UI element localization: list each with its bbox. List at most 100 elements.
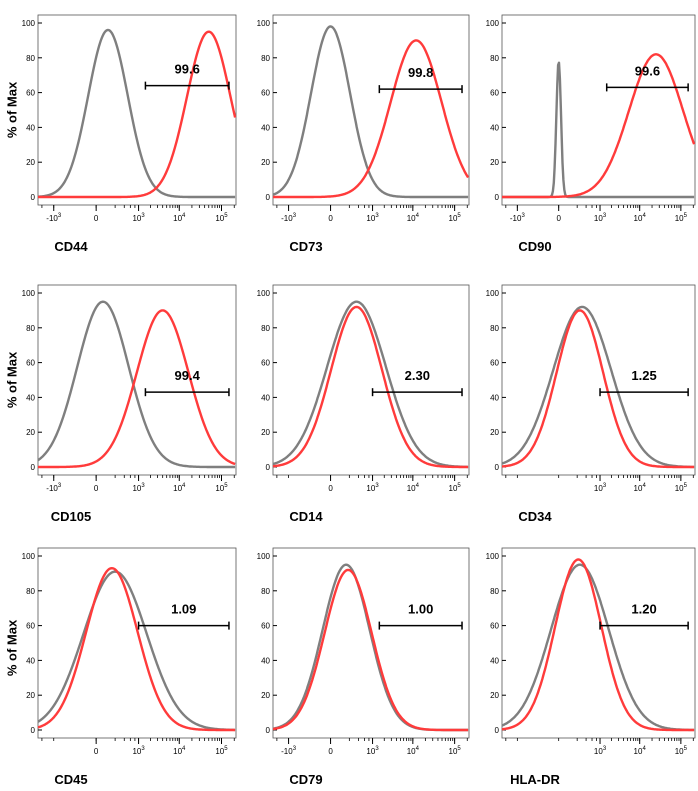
plot-frame	[37, 547, 237, 739]
y-tick-label: 100	[257, 289, 271, 298]
x-tick-label: 103	[594, 483, 607, 493]
plot-frame	[272, 284, 470, 476]
y-tick-label: 40	[26, 393, 35, 402]
y-tick-label: 60	[490, 622, 499, 631]
y-tick-label: 100	[486, 552, 500, 561]
panel-cd45: 0 20 40 60 80 100 0 103 104 105 1.09 CD45	[22, 547, 237, 787]
gate-percentage-label: 99.6	[175, 62, 200, 77]
y-tick-label: 80	[261, 54, 270, 63]
y-axis-label-row-1: % of Max	[4, 81, 20, 139]
x-tick-label: 103	[132, 483, 145, 493]
y-tick-label: 40	[261, 123, 270, 132]
y-tick-label: 0	[266, 193, 271, 202]
y-tick-label: 20	[26, 428, 35, 437]
isotype-histogram-line	[501, 563, 695, 732]
y-tick-label: 0	[266, 726, 271, 735]
x-tick-label: 0	[94, 747, 99, 756]
y-tick-label: 40	[261, 656, 270, 665]
panel-cd105: 0 20 40 60 80 100 -103 0 103 104 105 99.4 CD105	[22, 284, 237, 524]
y-tick-label: 0	[495, 463, 500, 472]
marker-histogram-line	[37, 567, 236, 732]
y-tick-label: 60	[26, 89, 35, 98]
x-tick-label: 103	[594, 213, 607, 223]
marker-label: HLA-DR	[510, 772, 560, 786]
y-tick-label: 60	[261, 89, 270, 98]
marker-histogram-line	[501, 558, 695, 732]
plot-frame	[501, 284, 696, 476]
panel-cd34: 0 20 40 60 80 100 103 104 105 1.25 CD34	[486, 284, 696, 524]
gate-percentage-label: 99.4	[175, 368, 201, 383]
marker-histogram-line	[501, 53, 696, 199]
isotype-histogram-line	[501, 305, 695, 469]
y-tick-label: 80	[26, 587, 35, 596]
x-tick-label: 105	[215, 213, 228, 223]
y-tick-label: 20	[261, 691, 270, 700]
y-tick-label: 20	[490, 428, 499, 437]
isotype-histogram-line	[37, 28, 236, 199]
y-tick-label: 60	[490, 359, 499, 368]
x-tick-label: -103	[46, 483, 62, 493]
y-tick-label: 20	[261, 158, 270, 167]
y-tick-label: 40	[26, 123, 35, 132]
y-tick-label: 80	[261, 324, 270, 333]
y-tick-label: 60	[261, 622, 270, 631]
x-tick-label: 103	[366, 746, 379, 756]
x-tick-label: 104	[407, 213, 420, 223]
gate-percentage-label: 1.09	[171, 602, 196, 617]
x-tick-label: 0	[328, 214, 333, 223]
x-tick-label: 103	[366, 483, 379, 493]
isotype-histogram-line	[272, 300, 469, 469]
y-tick-label: 40	[26, 656, 35, 665]
y-tick-label: 20	[26, 691, 35, 700]
y-tick-label: 100	[486, 19, 500, 28]
marker-histogram-line	[272, 568, 469, 732]
y-tick-label: 0	[495, 193, 500, 202]
y-tick-label: 80	[26, 54, 35, 63]
isotype-histogram-line	[37, 570, 236, 732]
y-tick-label: 20	[490, 691, 499, 700]
x-tick-label: 105	[675, 483, 688, 493]
isotype-histogram-line	[37, 300, 236, 469]
y-tick-label: 60	[26, 359, 35, 368]
marker-histogram-line	[37, 309, 236, 469]
y-tick-label: 40	[490, 656, 499, 665]
marker-label: CD34	[518, 509, 552, 524]
gate-percentage-label: 1.00	[408, 602, 433, 617]
panel-cd90: 0 20 40 60 80 100 -103 0 103 104 105 99.6 CD90	[486, 14, 696, 254]
gate-percentage-label: 99.8	[408, 65, 433, 80]
x-tick-label: 103	[366, 213, 379, 223]
y-tick-label: 100	[257, 19, 271, 28]
gate-percentage-label: 1.25	[631, 368, 656, 383]
y-tick-label: 0	[31, 463, 36, 472]
y-tick-label: 80	[490, 54, 499, 63]
plot-frame	[272, 14, 470, 206]
y-tick-label: 100	[22, 552, 36, 561]
x-tick-label: 104	[634, 483, 647, 493]
x-tick-label: 104	[173, 483, 186, 493]
plot-frame	[501, 14, 696, 206]
y-tick-label: 0	[31, 193, 36, 202]
x-tick-label: 0	[328, 484, 333, 493]
x-tick-label: 105	[675, 746, 688, 756]
x-tick-label: 0	[94, 214, 99, 223]
y-tick-label: 0	[495, 726, 500, 735]
marker-label: CD105	[51, 509, 91, 524]
y-axis-label-row-3: % of Max	[4, 619, 20, 677]
panel-hla-dr: 0 20 40 60 80 100 103 104 105 1.20 HLA-DR	[486, 547, 696, 787]
marker-label: CD90	[518, 239, 551, 254]
panel-cd73: 0 20 40 60 80 100 -103 0 103 104 105 99.8 CD73	[257, 14, 470, 254]
y-tick-label: 80	[490, 587, 499, 596]
y-axis-label-row-2: % of Max	[4, 351, 20, 409]
x-tick-label: -103	[46, 213, 62, 223]
x-tick-label: 103	[132, 746, 145, 756]
y-tick-label: 0	[266, 463, 271, 472]
plot-frame	[501, 547, 696, 739]
plot-frame	[37, 14, 237, 206]
x-tick-label: 0	[328, 747, 333, 756]
y-tick-label: 100	[257, 552, 271, 561]
y-tick-label: 40	[490, 393, 499, 402]
x-tick-label: 105	[675, 213, 688, 223]
panel-cd44: 0 20 40 60 80 100 -103 0 103 104 105 99.6 CD44	[22, 14, 237, 254]
x-tick-label: 103	[132, 213, 145, 223]
